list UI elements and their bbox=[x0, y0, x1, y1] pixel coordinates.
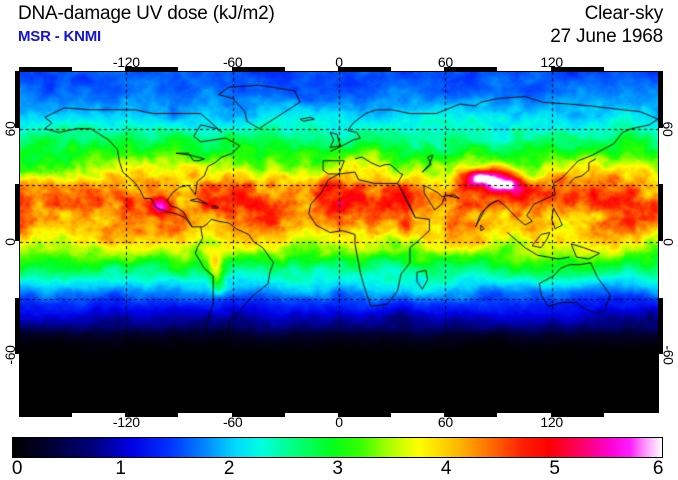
longitude-tick-label: -120 bbox=[112, 414, 140, 430]
colorbar-tick-label: 5 bbox=[549, 458, 560, 479]
longitude-tick-label: 0 bbox=[335, 414, 343, 430]
latitude-tick-label: 60 bbox=[660, 121, 676, 137]
sky-condition-label: Clear-sky bbox=[584, 3, 664, 24]
colorbar-tick-label: 6 bbox=[652, 458, 664, 479]
tick-segment bbox=[15, 71, 19, 128]
longitude-tick-label: -120 bbox=[112, 54, 140, 70]
date-label: 27 June 1968 bbox=[550, 26, 663, 47]
longitude-tick-label: 60 bbox=[437, 414, 453, 430]
latitude-tick-label: 60 bbox=[2, 121, 18, 137]
colorbar bbox=[12, 437, 663, 458]
longitude-axis-bottom: -120 -60 0 60 120 bbox=[0, 414, 678, 430]
longitude-tick-label: 120 bbox=[540, 414, 563, 430]
colorbar-tick-labels: 0 1 2 3 4 5 6 bbox=[0, 458, 678, 480]
latitude-tick-label: -60 bbox=[2, 345, 18, 365]
figure-title: DNA-damage UV dose (kJ/m2) bbox=[18, 3, 275, 24]
tick-segment bbox=[659, 71, 663, 128]
tick-segment bbox=[15, 184, 19, 241]
colorbar-gradient bbox=[13, 438, 662, 457]
longitude-axis-top: -120 -60 0 60 120 bbox=[0, 54, 678, 70]
map-plot-area bbox=[20, 72, 658, 412]
colorbar-tick-label: 3 bbox=[332, 458, 343, 479]
longitude-tick-label: 60 bbox=[437, 54, 453, 70]
colorbar-tick-label: 0 bbox=[11, 458, 23, 479]
longitude-tick-label: -60 bbox=[222, 414, 243, 430]
colorbar-tick-label: 2 bbox=[223, 458, 235, 479]
latitude-tick-label: -60 bbox=[660, 345, 676, 365]
uv-dose-heatmap-canvas bbox=[20, 72, 658, 412]
longitude-tick-label: 120 bbox=[540, 54, 563, 70]
colorbar-tick-label: 1 bbox=[115, 458, 126, 479]
figure-source-label: MSR - KNMI bbox=[18, 28, 101, 45]
longitude-tick-label: -60 bbox=[222, 54, 243, 70]
tick-segment bbox=[659, 184, 663, 241]
latitude-tick-label: 0 bbox=[2, 238, 18, 246]
colorbar-tick-label: 4 bbox=[440, 458, 452, 479]
longitude-tick-label: 0 bbox=[335, 54, 343, 70]
latitude-tick-label: 0 bbox=[660, 238, 676, 246]
